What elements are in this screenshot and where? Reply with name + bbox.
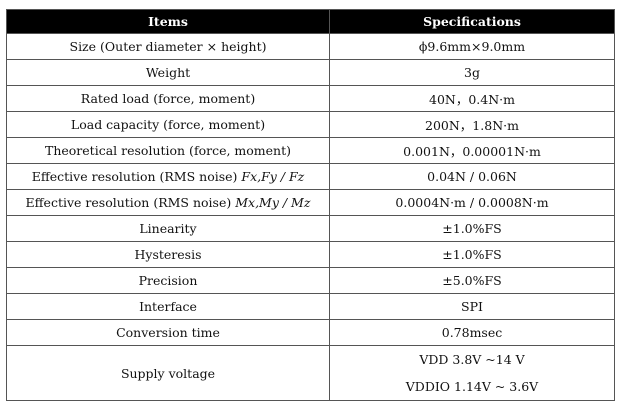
table-row: Hysteresis ±1.0%FS bbox=[6, 241, 615, 268]
item-label: Effective resolution (RMS noise) bbox=[31, 169, 238, 184]
table-row: Load capacity (force, moment) 200N，1.8N·… bbox=[6, 111, 615, 138]
table-row: Precision ±5.0%FS bbox=[6, 267, 615, 294]
item-cell-conversion-time: Conversion time bbox=[6, 319, 330, 346]
item-cell-theoretical-resolution: Theoretical resolution (force, moment) bbox=[6, 137, 330, 164]
specifications-header: Specifications bbox=[329, 9, 615, 34]
spec-cell-precision: ±5.0%FS bbox=[329, 267, 615, 294]
table-row: Conversion time 0.78msec bbox=[6, 319, 615, 346]
supply-vdd-line: VDD 3.8V ~14 V bbox=[419, 352, 525, 367]
item-cell-size: Size (Outer diameter × height) bbox=[6, 33, 330, 60]
spec-cell-rated-load: 40N，0.4N·m bbox=[329, 85, 615, 112]
item-variables: Mx,My / Mz bbox=[235, 195, 311, 210]
spec-cell-theoretical-resolution: 0.001N，0.00001N·m bbox=[329, 137, 615, 164]
spec-cell-linearity: ±1.0%FS bbox=[329, 215, 615, 242]
table-row: Rated load (force, moment) 40N，0.4N·m bbox=[6, 85, 615, 112]
spec-cell-interface: SPI bbox=[329, 293, 615, 320]
spec-cell-effective-resolution-force: 0.04N / 0.06N bbox=[329, 163, 615, 190]
table-row: Theoretical resolution (force, moment) 0… bbox=[6, 137, 615, 164]
spec-cell-supply-voltage: VDD 3.8V ~14 V VDDIO 1.14V ~ 3.6V bbox=[329, 345, 615, 401]
item-variables: Fx,Fy / Fz bbox=[241, 169, 305, 184]
item-cell-rated-load: Rated load (force, moment) bbox=[6, 85, 330, 112]
spec-cell-load-capacity: 200N，1.8N·m bbox=[329, 111, 615, 138]
table-row: Supply voltage VDD 3.8V ~14 V VDDIO 1.14… bbox=[6, 345, 615, 401]
item-cell-linearity: Linearity bbox=[6, 215, 330, 242]
spec-cell-effective-resolution-moment: 0.0004N·m / 0.0008N·m bbox=[329, 189, 615, 216]
item-cell-hysteresis: Hysteresis bbox=[6, 241, 330, 268]
item-cell-effective-resolution-force: Effective resolution (RMS noise) Fx,Fy /… bbox=[6, 163, 330, 190]
item-cell-effective-resolution-moment: Effective resolution (RMS noise) Mx,My /… bbox=[6, 189, 330, 216]
specifications-table: Items Specifications Size (Outer diamete… bbox=[6, 9, 615, 401]
table-row: Weight 3g bbox=[6, 59, 615, 86]
item-cell-supply-voltage: Supply voltage bbox=[6, 345, 330, 401]
table-row: Linearity ±1.0%FS bbox=[6, 215, 615, 242]
header-row: Items Specifications bbox=[6, 9, 615, 34]
table-row: Effective resolution (RMS noise) Mx,My /… bbox=[6, 189, 615, 216]
spec-cell-conversion-time: 0.78msec bbox=[329, 319, 615, 346]
item-label: Effective resolution (RMS noise) bbox=[25, 195, 232, 210]
table-row: Effective resolution (RMS noise) Fx,Fy /… bbox=[6, 163, 615, 190]
item-cell-load-capacity: Load capacity (force, moment) bbox=[6, 111, 330, 138]
item-cell-interface: Interface bbox=[6, 293, 330, 320]
spec-cell-size: ϕ9.6mm×9.0mm bbox=[329, 33, 615, 60]
items-header: Items bbox=[6, 9, 330, 34]
spec-cell-hysteresis: ±1.0%FS bbox=[329, 241, 615, 268]
spec-cell-weight: 3g bbox=[329, 59, 615, 86]
table-row: Size (Outer diameter × height) ϕ9.6mm×9.… bbox=[6, 33, 615, 60]
item-cell-precision: Precision bbox=[6, 267, 330, 294]
table-row: Interface SPI bbox=[6, 293, 615, 320]
supply-vddio-line: VDDIO 1.14V ~ 3.6V bbox=[405, 379, 539, 394]
item-cell-weight: Weight bbox=[6, 59, 330, 86]
